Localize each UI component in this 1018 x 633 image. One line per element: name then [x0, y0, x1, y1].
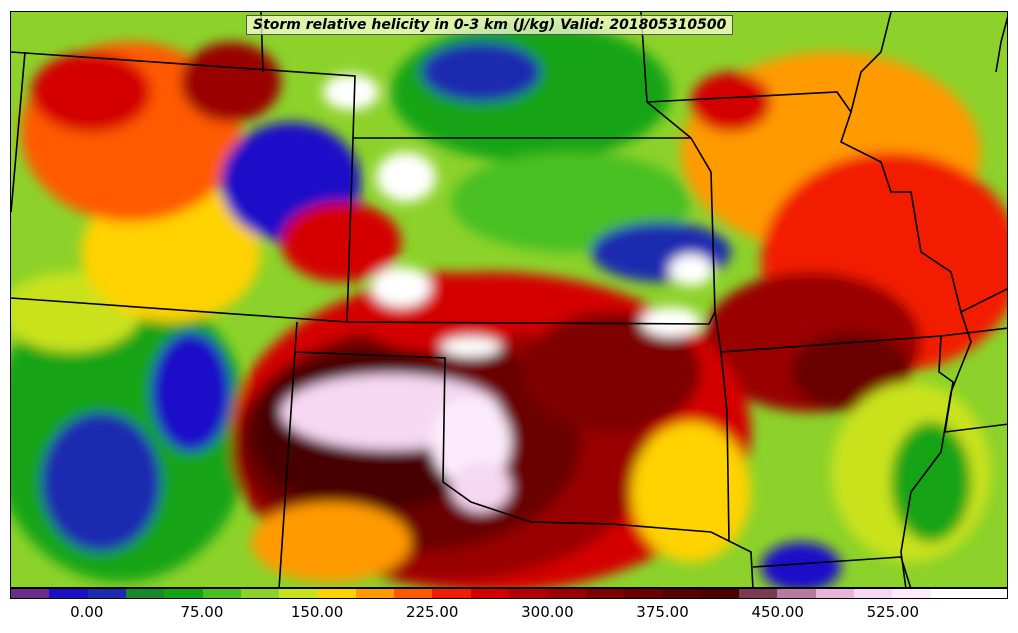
colorbar-segment: [662, 589, 701, 598]
colorbar-segment: [738, 589, 778, 598]
colorbar-segment: [853, 589, 893, 598]
colorbar-segment: [470, 589, 510, 598]
colorbar-segment: [624, 589, 663, 598]
state-borders: [11, 12, 1007, 587]
colorbar-segment: [930, 589, 969, 598]
colorbar-tick-label: 375.00: [636, 603, 689, 621]
colorbar-tick-label: 150.00: [290, 603, 344, 621]
map-title: Storm relative helicity in 0-3 km (J/kg)…: [246, 15, 734, 35]
colorbar-ticks: 0.00 75.00 150.00 225.00 300.00 375.00 450.00 5…: [10, 599, 1008, 629]
colorbar-tick-label: 75.00: [180, 603, 224, 621]
colorbar-segment: [432, 589, 471, 598]
colorbar-tick-label: 0.00: [70, 603, 104, 621]
colorbar-segment: [240, 589, 280, 598]
colorbar-tick-label: 525.00: [866, 603, 920, 621]
colorbar-segment: [394, 589, 433, 598]
helicity-field: [11, 12, 1007, 587]
colorbar-segment: [700, 589, 739, 598]
colorbar-segment: [547, 589, 586, 598]
colorbar-tick-label: 225.00: [405, 603, 459, 621]
colorbar-segment: [355, 589, 395, 598]
colorbar-segment: [49, 589, 88, 598]
colorbar-segment: [317, 589, 356, 598]
colorbar-segment: [87, 589, 126, 598]
colorbar-segment: [279, 589, 318, 598]
colorbar-segment: [585, 589, 624, 598]
colorbar-segment: [125, 589, 165, 598]
colorbar-segment: [11, 589, 50, 598]
colorbar-segment: [509, 589, 548, 598]
colorbar-segment: [164, 589, 203, 598]
colorbar: [10, 588, 1008, 599]
colorbar-segment: [202, 589, 241, 598]
colorbar-tick-label: 300.00: [521, 603, 574, 621]
colorbar-segment: [968, 589, 1008, 598]
colorbar-segment: [892, 589, 931, 598]
colorbar-segment: [777, 589, 816, 598]
helicity-map: [10, 11, 1008, 588]
colorbar-tick-label: 450.00: [751, 603, 804, 621]
contour-fill: [11, 22, 1007, 587]
colorbar-segment: [815, 589, 854, 598]
